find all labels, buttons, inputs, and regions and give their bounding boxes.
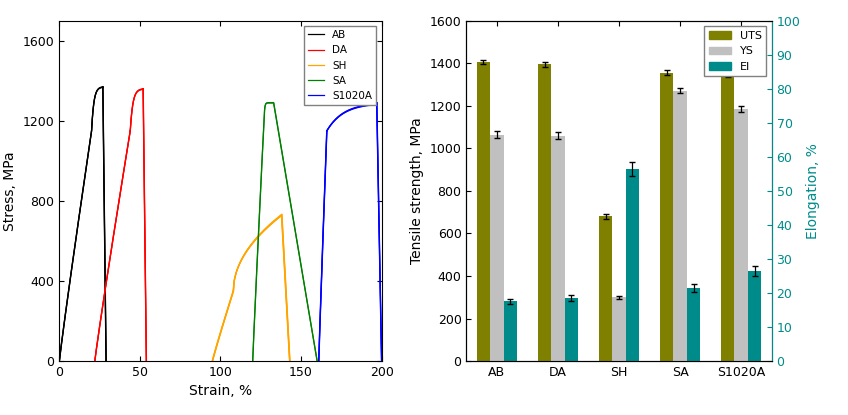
SH: [275, 214, 285, 219]
S1020A: [371, 101, 382, 106]
Line: SA: SA: [253, 103, 317, 361]
AB: [95, 85, 105, 90]
S1020A: [323, 127, 333, 132]
SH: [229, 277, 239, 282]
SA: [259, 113, 270, 118]
S1020A: [314, 359, 324, 364]
Bar: [504, 301, 517, 361]
Line: S1020A: S1020A: [319, 103, 382, 361]
Line: DA: DA: [95, 89, 146, 361]
S1020A: [316, 279, 326, 284]
DA: [90, 359, 100, 364]
Y-axis label: Tensile strength, MPa: Tensile strength, MPa: [410, 117, 424, 264]
AB: [101, 359, 111, 364]
S1020A: [360, 103, 371, 108]
Bar: [721, 75, 734, 361]
Legend: UTS, YS, EI: UTS, YS, EI: [704, 26, 766, 76]
DA: [135, 88, 145, 93]
SH: [276, 213, 287, 218]
AB: [95, 85, 105, 90]
Bar: [551, 136, 565, 361]
DA: [135, 88, 145, 93]
SA: [269, 100, 279, 105]
SA: [266, 100, 276, 105]
SH: [207, 359, 217, 364]
SA: [268, 100, 278, 105]
Bar: [626, 169, 639, 361]
Bar: [734, 109, 748, 361]
S1020A: [377, 359, 387, 364]
S1020A: [359, 104, 369, 109]
AB: [95, 85, 105, 90]
Bar: [599, 217, 612, 361]
AB: [86, 123, 97, 128]
DA: [141, 359, 151, 364]
SH: [214, 334, 224, 339]
Bar: [538, 64, 551, 361]
DA: [101, 279, 111, 284]
X-axis label: Strain, %: Strain, %: [189, 384, 252, 398]
Legend: AB, DA, SH, SA, S1020A: AB, DA, SH, SA, S1020A: [304, 26, 377, 105]
SH: [284, 359, 294, 364]
AB: [98, 85, 108, 90]
Bar: [673, 91, 687, 361]
DA: [138, 87, 148, 92]
S1020A: [371, 102, 381, 107]
SA: [266, 100, 276, 105]
AB: [64, 279, 75, 284]
SA: [248, 359, 258, 364]
S1020A: [360, 104, 370, 109]
AB: [98, 85, 108, 90]
SH: [265, 222, 276, 227]
SH: [264, 224, 274, 229]
AB: [54, 359, 64, 364]
Bar: [660, 73, 673, 361]
DA: [135, 88, 145, 93]
SA: [312, 359, 322, 364]
Bar: [490, 134, 504, 361]
Bar: [612, 297, 626, 361]
DA: [137, 87, 148, 92]
SA: [251, 276, 261, 281]
DA: [126, 124, 136, 129]
Bar: [748, 271, 762, 361]
Y-axis label: Stress, MPa: Stress, MPa: [3, 151, 17, 231]
Bar: [687, 288, 700, 361]
Y-axis label: Elongation, %: Elongation, %: [806, 143, 820, 239]
Line: SH: SH: [212, 216, 289, 361]
SH: [265, 223, 275, 228]
SA: [266, 100, 276, 105]
Line: AB: AB: [59, 87, 106, 361]
Bar: [477, 62, 490, 361]
Bar: [565, 298, 578, 361]
